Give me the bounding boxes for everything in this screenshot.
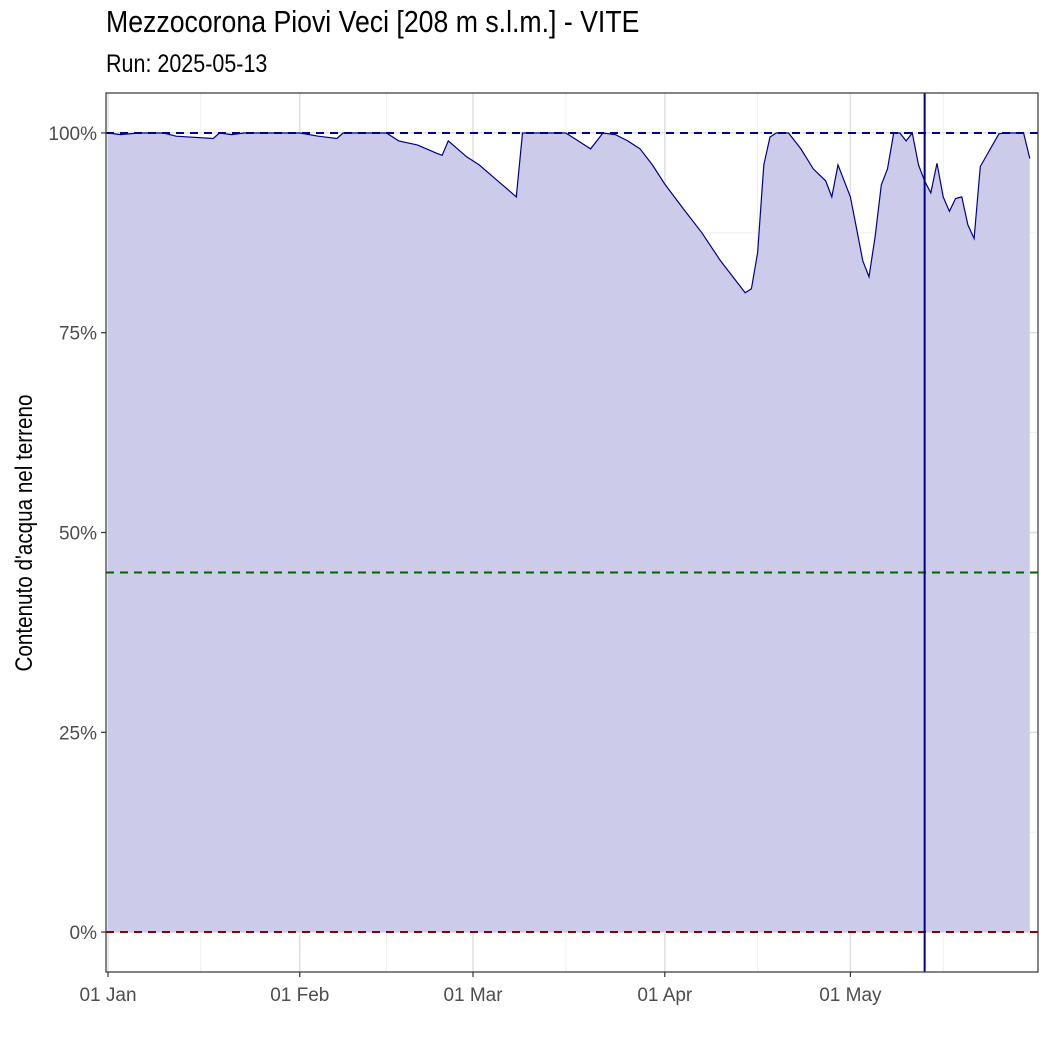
- y-axis-title: Contenuto d'acqua nel terreno: [11, 395, 38, 672]
- chart-subtitle: Run: 2025-05-13: [106, 50, 268, 78]
- x-axis: 01 Jan 01 Feb 01 Mar 01 Apr 01 May: [79, 972, 882, 1006]
- x-tick-label: 01 Apr: [637, 985, 693, 1006]
- x-tick-label: 01 Jan: [79, 985, 136, 1006]
- chart-title: Mezzocorona Piovi Veci [208 m s.l.m.] - …: [106, 4, 640, 39]
- soil-water-line: [107, 131, 1031, 294]
- y-axis: 0% 25% 50% 75% 100%: [48, 124, 106, 944]
- soil-water-area: [108, 133, 1030, 932]
- y-tick-label: 50%: [59, 524, 97, 545]
- x-tick-label: 01 May: [819, 985, 882, 1006]
- y-tick-label: 75%: [59, 324, 97, 345]
- y-tick-label: 100%: [48, 124, 97, 145]
- x-tick-label: 01 Feb: [270, 985, 329, 1006]
- y-tick-label: 25%: [59, 723, 97, 744]
- y-tick-label: 0%: [70, 923, 98, 944]
- x-tick-label: 01 Mar: [443, 985, 503, 1006]
